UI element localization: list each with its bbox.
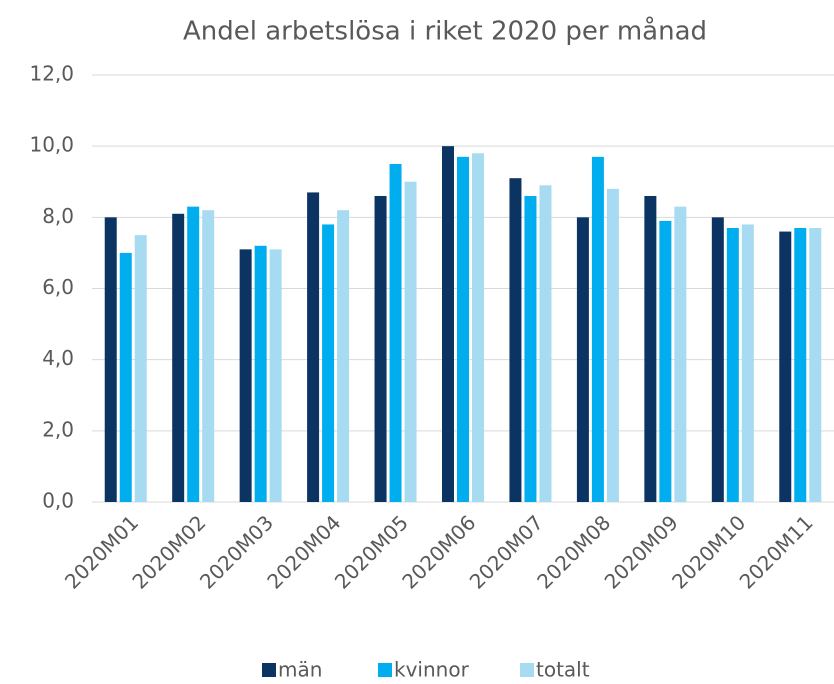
bar bbox=[779, 231, 792, 503]
y-tick-label: 4,0 bbox=[42, 346, 74, 370]
bar bbox=[524, 195, 537, 502]
bar bbox=[659, 220, 672, 502]
y-tick-label: 8,0 bbox=[42, 204, 74, 228]
bar bbox=[711, 217, 724, 503]
y-tick-label: 10,0 bbox=[29, 133, 74, 157]
bar bbox=[591, 156, 604, 502]
bar bbox=[809, 228, 822, 502]
bar bbox=[239, 249, 252, 502]
bar bbox=[442, 146, 454, 502]
y-tick-label: 12,0 bbox=[29, 62, 74, 86]
bar bbox=[119, 252, 132, 502]
bar bbox=[269, 249, 282, 502]
bar bbox=[104, 217, 117, 503]
bar bbox=[644, 195, 657, 502]
bar bbox=[337, 210, 350, 502]
bar bbox=[509, 178, 522, 503]
bar bbox=[606, 188, 619, 502]
bar bbox=[134, 235, 147, 502]
chart-title: Andel arbetslösa i riket 2020 per månad bbox=[183, 16, 707, 47]
bar bbox=[472, 153, 484, 503]
bar bbox=[539, 185, 552, 502]
bar bbox=[404, 181, 417, 502]
bar bbox=[674, 206, 687, 503]
y-tick-label: 6,0 bbox=[42, 275, 74, 299]
bar bbox=[741, 224, 754, 502]
bar bbox=[576, 217, 589, 503]
bar bbox=[187, 206, 200, 503]
bar bbox=[389, 163, 402, 503]
legend-label: män bbox=[278, 658, 322, 682]
y-tick-label: 2,0 bbox=[42, 417, 74, 441]
bar bbox=[374, 195, 387, 502]
legend-label: totalt bbox=[536, 658, 590, 682]
x-tick-label: 2020M11 bbox=[735, 510, 818, 593]
bar bbox=[307, 192, 320, 503]
bar bbox=[726, 228, 739, 502]
y-tick-label: 0,0 bbox=[42, 489, 74, 513]
legend-label: kvinnor bbox=[394, 658, 470, 682]
bar bbox=[172, 213, 185, 502]
legend-swatch bbox=[520, 663, 534, 677]
legend-swatch bbox=[262, 663, 276, 677]
bar bbox=[457, 156, 469, 502]
legend-swatch bbox=[378, 663, 392, 677]
bar bbox=[322, 224, 335, 502]
bar bbox=[202, 210, 215, 502]
bar bbox=[254, 245, 267, 503]
bar bbox=[794, 228, 807, 502]
